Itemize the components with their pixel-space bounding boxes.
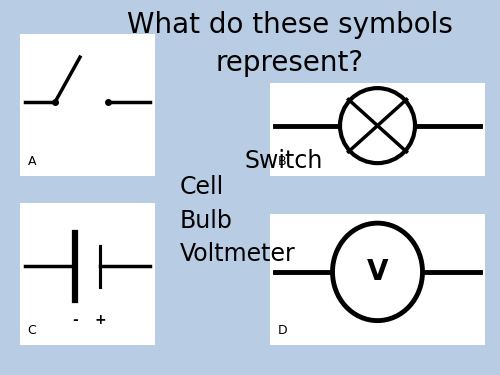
Text: What do these symbols: What do these symbols [127, 11, 453, 39]
Ellipse shape [332, 223, 422, 321]
Text: -: - [72, 314, 78, 327]
Text: D: D [278, 324, 287, 337]
Text: Cell: Cell [180, 175, 224, 199]
Text: B: B [278, 155, 286, 168]
Bar [20, 34, 155, 176]
Text: +: + [94, 314, 106, 327]
Bar [20, 202, 155, 345]
Text: Switch: Switch [245, 148, 324, 172]
Bar [270, 214, 485, 345]
Text: A: A [28, 155, 36, 168]
Ellipse shape [340, 88, 415, 163]
Text: Voltmeter: Voltmeter [180, 242, 296, 266]
Bar [270, 82, 485, 176]
Text: V: V [367, 258, 388, 286]
Text: C: C [28, 324, 36, 337]
Text: Bulb: Bulb [180, 209, 233, 232]
Text: represent?: represent? [216, 49, 364, 77]
